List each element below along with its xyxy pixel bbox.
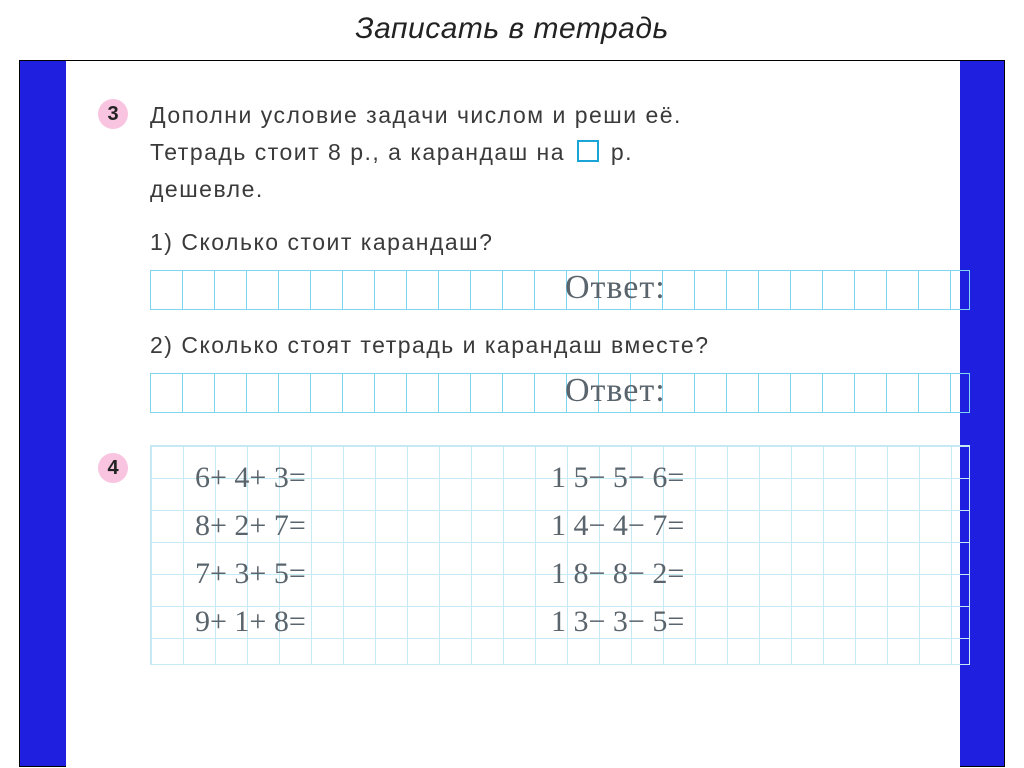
- outer-frame: 3 Дополни условие задачи числом и реши е…: [19, 60, 1005, 767]
- page-title: Записать в тетрадь: [0, 12, 1024, 46]
- task-4-body: 6+ 4+ 3= 8+ 2+ 7= 7+ 3+ 5= 9+ 1+ 8= 1 5−…: [150, 445, 928, 665]
- task-4: 4 6+ 4+ 3= 8+ 2+ 7= 7+ 3+ 5= 9+ 1+ 8= 1 …: [98, 445, 928, 665]
- blank-box[interactable]: [577, 140, 599, 162]
- task-3-body: Дополни условие задачи числом и реши её.…: [150, 97, 928, 413]
- equations-left-col: 6+ 4+ 3= 8+ 2+ 7= 7+ 3+ 5= 9+ 1+ 8=: [195, 454, 306, 646]
- equation: 1 4− 4− 7=: [551, 502, 684, 550]
- equation: 6+ 4+ 3=: [195, 454, 306, 502]
- equation: 8+ 2+ 7=: [195, 502, 306, 550]
- task-3-line3: дешевле.: [150, 176, 264, 202]
- content-area: 3 Дополни условие задачи числом и реши е…: [98, 97, 928, 683]
- task-3: 3 Дополни условие задачи числом и реши е…: [98, 97, 928, 413]
- equation: 1 8− 8− 2=: [551, 550, 684, 598]
- task-number-badge: 3: [98, 99, 128, 129]
- task-3-q1: 1) Сколько стоит карандаш?: [150, 229, 928, 256]
- answer-label-2: Ответ:: [565, 372, 666, 410]
- answer-label-1: Ответ:: [565, 269, 666, 307]
- inner-page: 3 Дополни условие задачи числом и реши е…: [66, 61, 960, 768]
- equations-right-col: 1 5− 5− 6= 1 4− 4− 7= 1 8− 8− 2= 1 3− 3−…: [551, 454, 684, 646]
- task-3-line1: Дополни условие задачи числом и реши её.: [150, 102, 682, 128]
- task-3-line2b: р.: [603, 139, 633, 165]
- math-grid[interactable]: 6+ 4+ 3= 8+ 2+ 7= 7+ 3+ 5= 9+ 1+ 8= 1 5−…: [150, 445, 970, 665]
- answer-grid-2[interactable]: Ответ:: [150, 373, 970, 413]
- task-3-line2a: Тетрадь стоит 8 р., а карандаш на: [150, 139, 573, 165]
- equation: 1 5− 5− 6=: [551, 454, 684, 502]
- equation: 7+ 3+ 5=: [195, 550, 306, 598]
- equation: 1 3− 3− 5=: [551, 598, 684, 646]
- equation: 9+ 1+ 8=: [195, 598, 306, 646]
- task-3-text: Дополни условие задачи числом и реши её.…: [150, 97, 928, 207]
- task-number-badge: 4: [98, 453, 128, 483]
- task-3-q2: 2) Сколько стоят тетрадь и карандаш вмес…: [150, 332, 928, 359]
- answer-grid-1[interactable]: Ответ:: [150, 270, 970, 310]
